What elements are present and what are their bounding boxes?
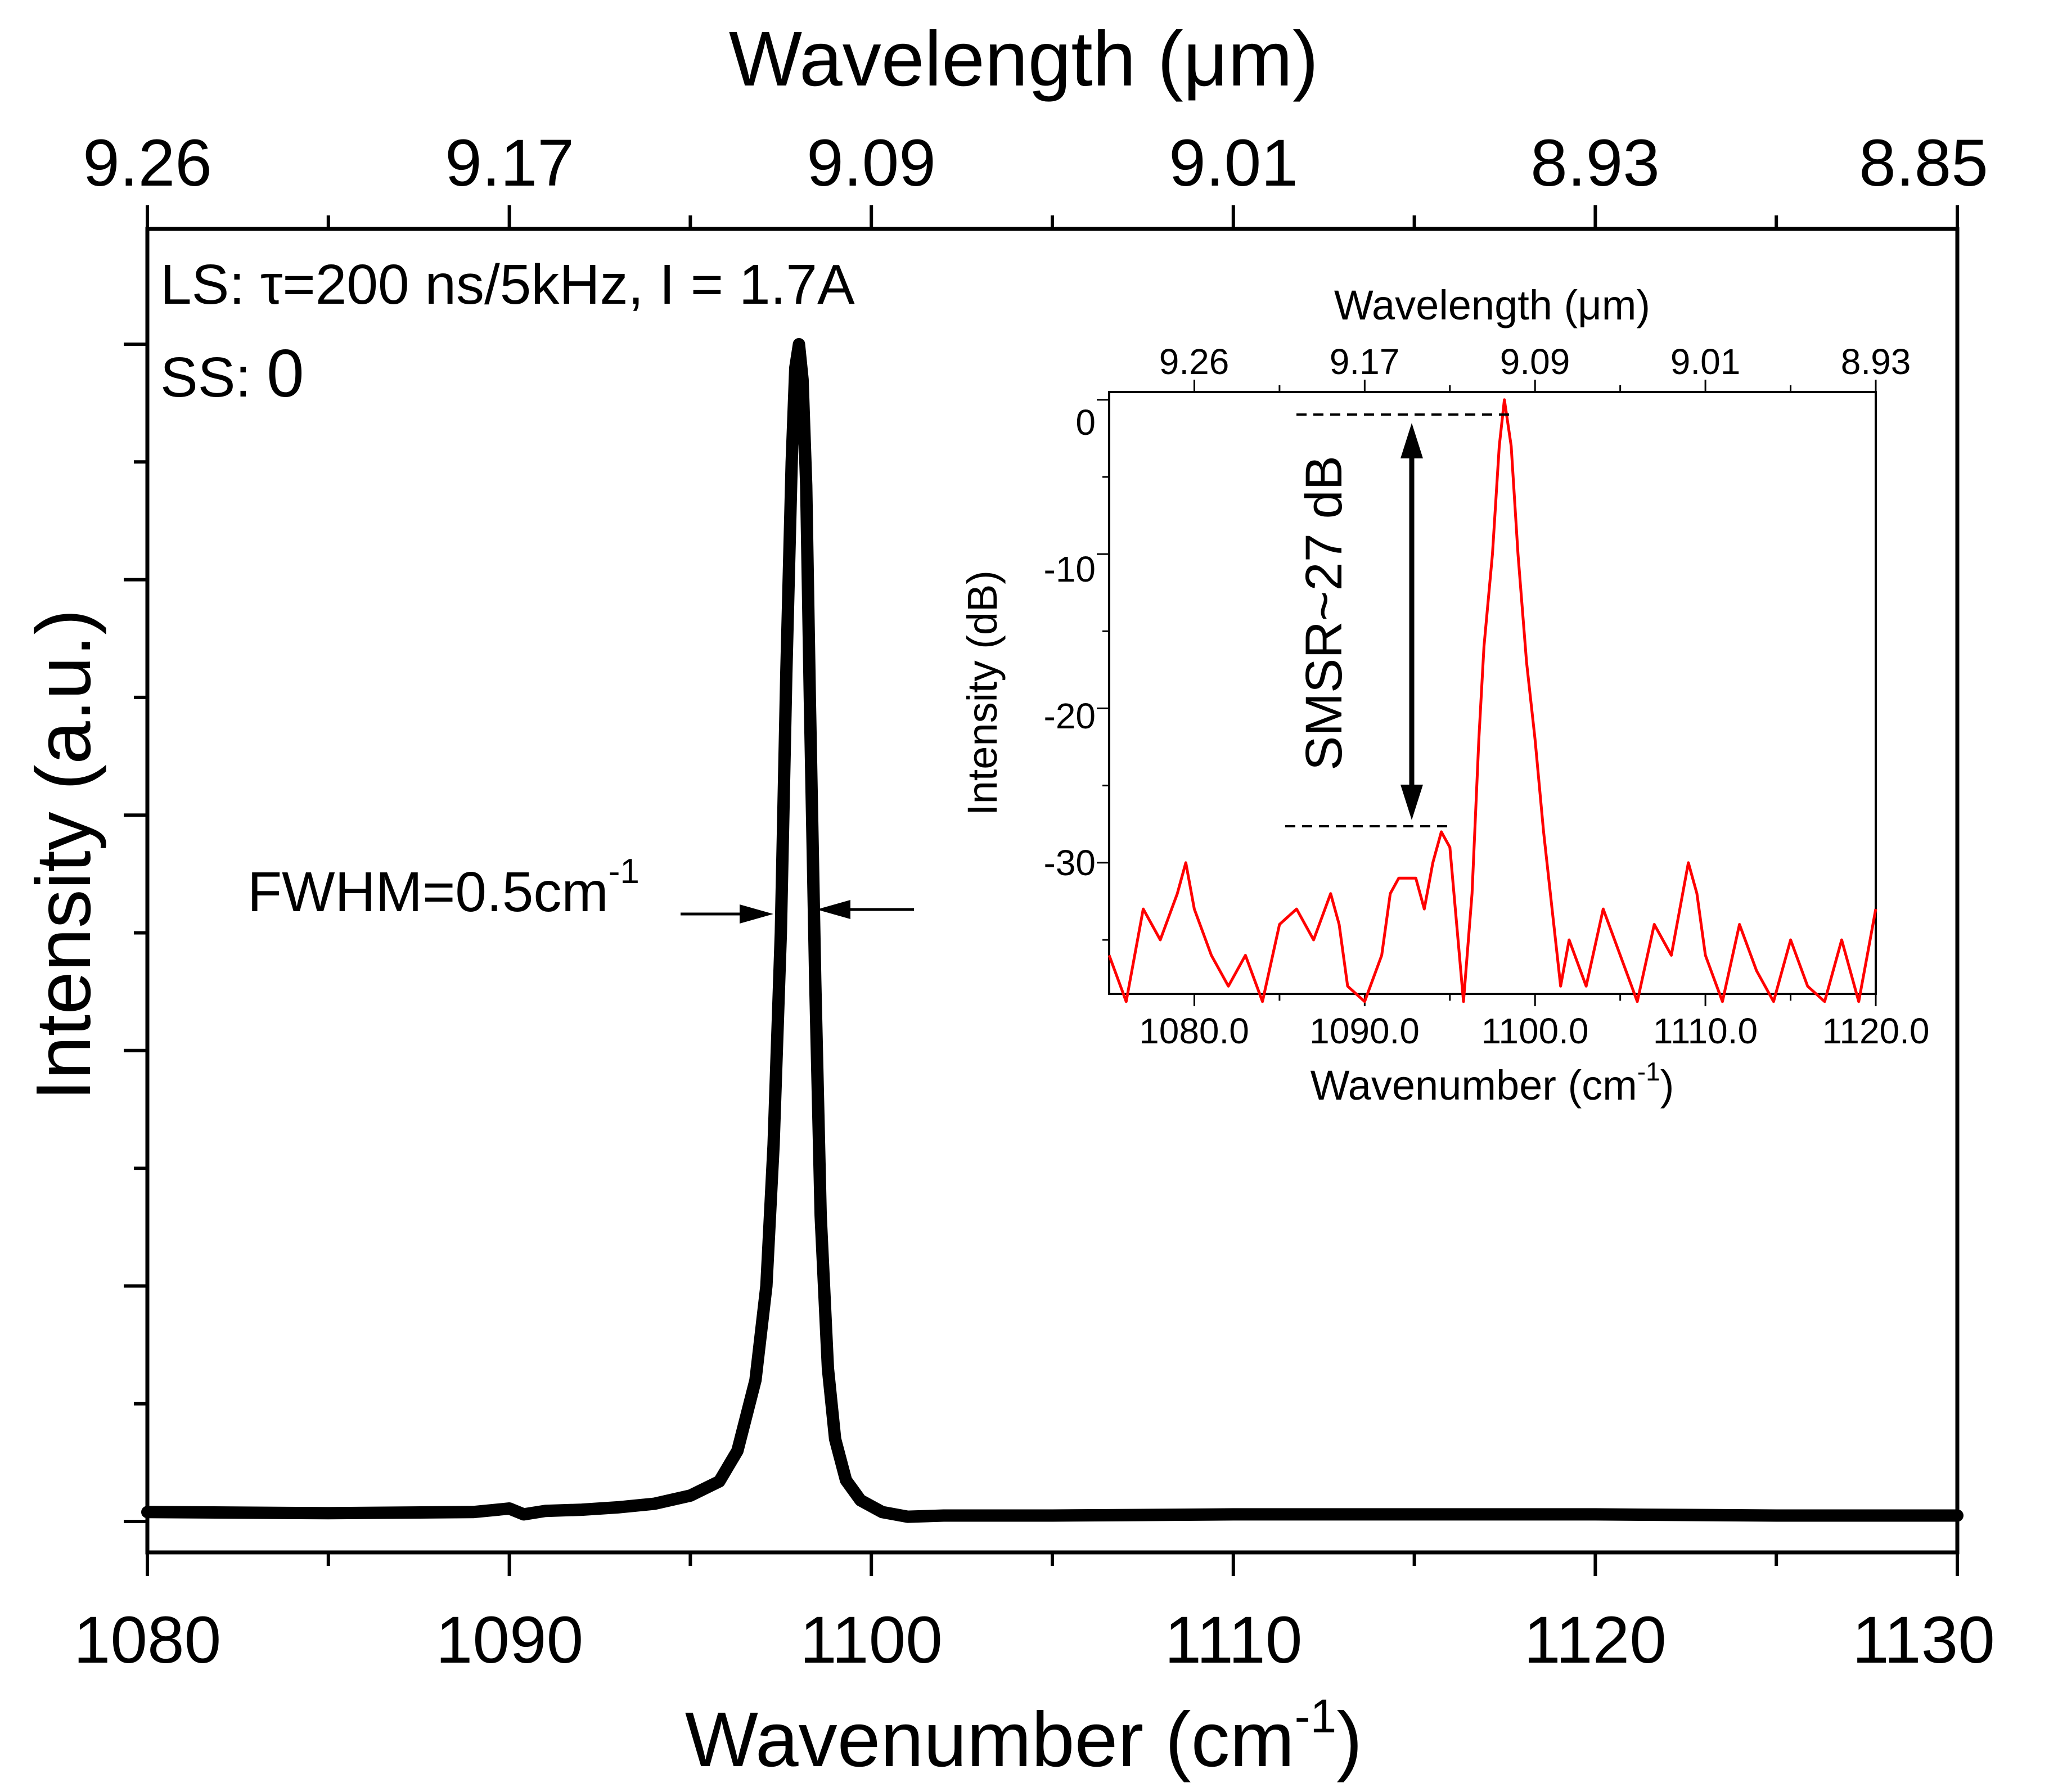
ss-label: SS: 0	[160, 336, 304, 411]
inset-y-axis-title: Intensity (dB)	[959, 570, 1006, 816]
inset-y-tick-minus20: -20	[1044, 696, 1096, 736]
fwhm-arrows	[681, 900, 914, 924]
inset-top-tick-9.01: 9.01	[1670, 341, 1741, 382]
main-y-axis-title: Intensity (a.u.)	[20, 609, 107, 1101]
inset-x-tick-labels: 1080.0 1090.0 1100.0 1110.0 1120.0	[1139, 1011, 1929, 1051]
inset-top-tick-8.93: 8.93	[1841, 341, 1911, 382]
main-x-tick-1090: 1090	[436, 1603, 584, 1677]
inset-top-axis-title: Wavelength (μm)	[1334, 282, 1650, 328]
fwhm-arrow-right-head	[817, 900, 850, 919]
smsr-arrow-head-down	[1400, 785, 1423, 820]
main-x-tick-labels: 1080 1090 1100 1110 1120 1130	[74, 1603, 1995, 1677]
main-top-tick-8.93: 8.93	[1530, 126, 1660, 200]
inset-y-tick-minus30: -30	[1044, 843, 1096, 883]
inset-spectrum-line	[1107, 398, 1877, 1003]
main-top-tick-9.26: 9.26	[83, 126, 212, 200]
main-x-tick-1110: 1110	[1165, 1603, 1303, 1677]
inset-y-tick-0: 0	[1075, 402, 1096, 443]
main-top-tick-9.09: 9.09	[807, 126, 936, 200]
inset-top-tick-9.17: 9.17	[1330, 341, 1400, 382]
inset-x-tick-1110: 1110.0	[1653, 1011, 1758, 1051]
inset-x-tick-1080: 1080.0	[1139, 1011, 1249, 1051]
main-spectrum-line	[141, 338, 1964, 1523]
inset-x-axis-title: Wavenumber (cm-1)	[1311, 1057, 1674, 1109]
main-top-tick-9.17: 9.17	[445, 126, 574, 200]
inset-y-tick-labels: 0 -10 -20 -30	[1044, 402, 1096, 883]
fwhm-label: FWHM=0.5cm-1	[247, 852, 640, 924]
smsr-arrow-head-up	[1400, 423, 1423, 458]
inset-x-tick-1090: 1090.0	[1309, 1011, 1420, 1051]
inset-axis-ticks	[1097, 380, 1877, 1006]
main-top-tick-8.85: 8.85	[1859, 126, 1988, 200]
inset-plot-frame	[1108, 391, 1877, 995]
main-x-tick-1120: 1120	[1524, 1603, 1667, 1677]
main-x-tick-1100: 1100	[800, 1603, 943, 1677]
main-top-tick-labels: 9.26 9.17 9.09 9.01 8.93 8.85	[83, 126, 1988, 200]
inset-x-tick-1120: 1120.0	[1822, 1011, 1930, 1051]
main-top-tick-9.01: 9.01	[1169, 126, 1298, 200]
inset-top-tick-9.09: 9.09	[1500, 341, 1570, 382]
smsr-annotation	[1285, 413, 1513, 827]
inset-x-tick-1100: 1100.0	[1481, 1011, 1589, 1051]
inset-top-tick-labels: 9.26 9.17 9.09 9.01 8.93	[1159, 341, 1911, 382]
ls-conditions-label: LS: τ=200 ns/5kHz, I = 1.7A	[160, 253, 855, 316]
main-x-axis-title: Wavenumber (cm-1)	[685, 1690, 1362, 1783]
main-x-tick-1080: 1080	[74, 1603, 222, 1677]
fwhm-arrow-left-head	[740, 904, 773, 924]
inset-y-tick-minus10: -10	[1044, 549, 1096, 589]
main-axis-ticks	[124, 205, 1959, 1576]
main-x-tick-1130: 1130	[1852, 1603, 1995, 1677]
main-top-axis-title: Wavelength (μm)	[729, 16, 1318, 102]
inset-top-tick-9.26: 9.26	[1159, 341, 1230, 382]
smsr-label: SMSR~27 dB	[1295, 456, 1353, 771]
